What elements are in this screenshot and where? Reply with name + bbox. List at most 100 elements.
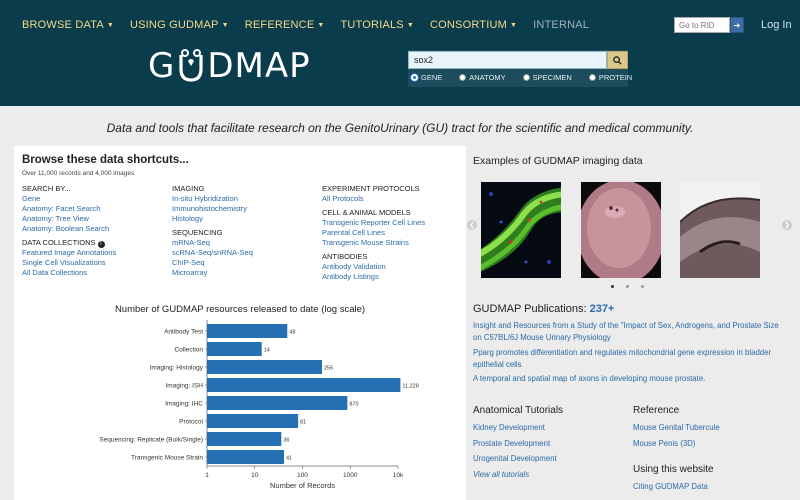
link-ish[interactable]: In-situ Hybridization: [172, 194, 238, 203]
chart-title: Number of GUDMAP resources released to d…: [114, 304, 366, 315]
site-header: BROWSE DATA ▼ USING GUDMAP ▼ REFERENCE ▼ TU…: [0, 0, 800, 106]
models-heading: CELL & ANIMAL MODELS: [322, 208, 411, 217]
carousel-dot[interactable]: [611, 285, 614, 288]
link-anatomy-tree[interactable]: Anatomy: Tree View: [22, 214, 89, 223]
publication-link-3[interactable]: A temporal and spatial map of axons in d…: [473, 374, 706, 383]
chevron-down-icon: ▼: [406, 22, 414, 29]
publications-title: GUDMAP Publications: 237+: [473, 303, 614, 315]
bar-value-label: 81: [300, 420, 306, 426]
radio-protein[interactable]: PROTEIN: [588, 73, 633, 82]
imaging-thumbnail-1[interactable]: [481, 182, 561, 278]
link-kidney-development[interactable]: Kidney Development: [473, 423, 545, 432]
link-featured-annotations[interactable]: Featured Image Annotations: [22, 248, 117, 257]
sequencing-heading: SEQUENCING: [172, 228, 223, 237]
category-label: Antibody Test: [164, 329, 203, 336]
radio-anatomy[interactable]: ANATOMY: [459, 73, 506, 82]
bar-value-label: 36: [283, 438, 289, 444]
publications-count-link[interactable]: 237+: [589, 303, 615, 315]
link-parental-cell-lines[interactable]: Parental Cell Lines: [322, 228, 385, 237]
link-urogenital-development[interactable]: Urogenital Development: [473, 454, 557, 463]
gudmap-logo[interactable]: G DMAP: [148, 46, 311, 86]
link-single-cell[interactable]: Single Cell Visualizations: [22, 258, 106, 267]
bar-value-label: 870: [349, 402, 358, 408]
link-ihc[interactable]: Immunohistochemistry: [172, 204, 248, 213]
radio-specimen[interactable]: SPECIMEN: [522, 73, 572, 82]
radio-selected-icon: [411, 74, 418, 81]
publications-title-text: GUDMAP Publications:: [473, 303, 587, 315]
shortcuts-title: Browse these data shortcuts...: [22, 154, 189, 166]
login-link[interactable]: Log In: [761, 19, 792, 31]
link-anatomy-facet[interactable]: Anatomy: Facet Search: [22, 204, 101, 213]
antibodies-heading: ANTIBODIES: [322, 252, 368, 261]
x-tick-label: 10k: [393, 472, 404, 479]
main-nav: BROWSE DATA ▼ USING GUDMAP ▼ REFERENCE ▼ TU…: [22, 19, 605, 31]
link-citing-data[interactable]: Citing GUDMAP Data: [633, 482, 708, 491]
radio-icon: [588, 74, 596, 81]
nav-internal[interactable]: INTERNAL: [533, 19, 590, 31]
nav-using-gudmap[interactable]: USING GUDMAP ▼: [130, 19, 229, 31]
reference-title: Reference: [633, 405, 680, 416]
carousel-dot[interactable]: [641, 285, 644, 288]
x-tick-label: 100: [297, 472, 308, 479]
using-website-title: Using this website: [633, 464, 714, 475]
imaging-heading: IMAGING: [172, 184, 205, 193]
search-type-options: GENE ANATOMY SPECIMEN PROTEIN: [411, 73, 649, 82]
carousel-indicators: [611, 285, 644, 288]
info-icon[interactable]: i: [97, 241, 105, 248]
logo-u-icon: [179, 49, 203, 82]
nav-browse-data[interactable]: BROWSE DATA ▼: [22, 19, 114, 31]
link-microarray[interactable]: Microarray: [172, 268, 208, 277]
go-to-rid-button[interactable]: ➜: [730, 17, 744, 33]
carousel-dot[interactable]: [626, 285, 629, 288]
bar: [207, 342, 262, 356]
link-gene[interactable]: Gene: [22, 194, 41, 203]
link-all-collections[interactable]: All Data Collections: [22, 268, 88, 277]
carousel-prev-icon[interactable]: ❮: [467, 220, 477, 230]
link-scrna-seq[interactable]: scRNA-Seq/snRNA-Seq: [172, 248, 253, 257]
search-input[interactable]: [408, 51, 607, 69]
link-all-protocols[interactable]: All Protocols: [322, 194, 364, 203]
imaging-thumbnail-2[interactable]: [581, 182, 661, 278]
nav-tutorials[interactable]: TUTORIALS ▼: [341, 19, 414, 31]
category-label: Collection: [174, 347, 203, 354]
bar: [207, 450, 285, 464]
link-mouse-penis-3d[interactable]: Mouse Penis (3D): [633, 439, 696, 448]
publication-link-2[interactable]: Pparg promotes differentiation and regul…: [473, 348, 772, 369]
chevron-down-icon: ▼: [317, 22, 325, 29]
data-collections-heading: DATA COLLECTIONS i: [22, 238, 172, 248]
link-chip-seq[interactable]: ChIP-Seq: [172, 258, 205, 267]
bar-value-label: 14: [264, 348, 270, 354]
link-mrna-seq[interactable]: mRNA-Seq: [172, 238, 210, 247]
shortcuts-subtitle: Over 11,000 records and 4,000 images: [22, 170, 135, 177]
imaging-thumbnail-3[interactable]: [680, 182, 760, 278]
radio-gene[interactable]: GENE: [411, 73, 442, 82]
category-label: Imaging: Histology: [150, 365, 204, 372]
bar: [207, 324, 288, 338]
link-mouse-strains[interactable]: Transgenic Mouse Strains: [322, 238, 409, 247]
carousel-next-icon[interactable]: ❯: [782, 220, 792, 230]
data-shortcuts-panel: Browse these data shortcuts... Over 11,0…: [14, 146, 466, 500]
nav-reference[interactable]: REFERENCE ▼: [245, 19, 325, 31]
nav-label: USING GUDMAP: [130, 19, 219, 31]
chevron-down-icon: ▼: [106, 22, 114, 29]
link-genital-tubercule[interactable]: Mouse Genital Tubercule: [633, 423, 720, 432]
shortcuts-column-2: IMAGING In-situ Hybridization Immunohist…: [172, 184, 322, 278]
x-tick-label: 10: [251, 472, 259, 479]
radio-label: PROTEIN: [598, 73, 633, 82]
radio-icon: [459, 74, 467, 81]
link-view-all-tutorials[interactable]: View all tutorials: [473, 470, 530, 479]
nav-consortium[interactable]: CONSORTIUM ▼: [430, 19, 517, 31]
publication-link-1[interactable]: Insight and Resources from a Study of th…: [473, 321, 779, 342]
tagline: Data and tools that facilitate research …: [106, 121, 694, 135]
link-antibody-listings[interactable]: Antibody Listings: [322, 272, 379, 281]
x-tick-label: 1000: [343, 472, 358, 479]
link-reporter-cell-lines[interactable]: Transgenic Reporter Cell Lines: [322, 218, 426, 227]
search-button[interactable]: [607, 51, 628, 69]
link-anatomy-boolean[interactable]: Anatomy: Boolean Search: [22, 224, 110, 233]
link-antibody-validation[interactable]: Antibody Validation: [322, 262, 386, 271]
go-to-rid-input[interactable]: [674, 17, 730, 33]
link-prostate-development[interactable]: Prostate Development: [473, 439, 551, 448]
link-histology[interactable]: Histology: [172, 214, 203, 223]
bar: [207, 396, 348, 410]
nav-label: BROWSE DATA: [22, 19, 104, 31]
